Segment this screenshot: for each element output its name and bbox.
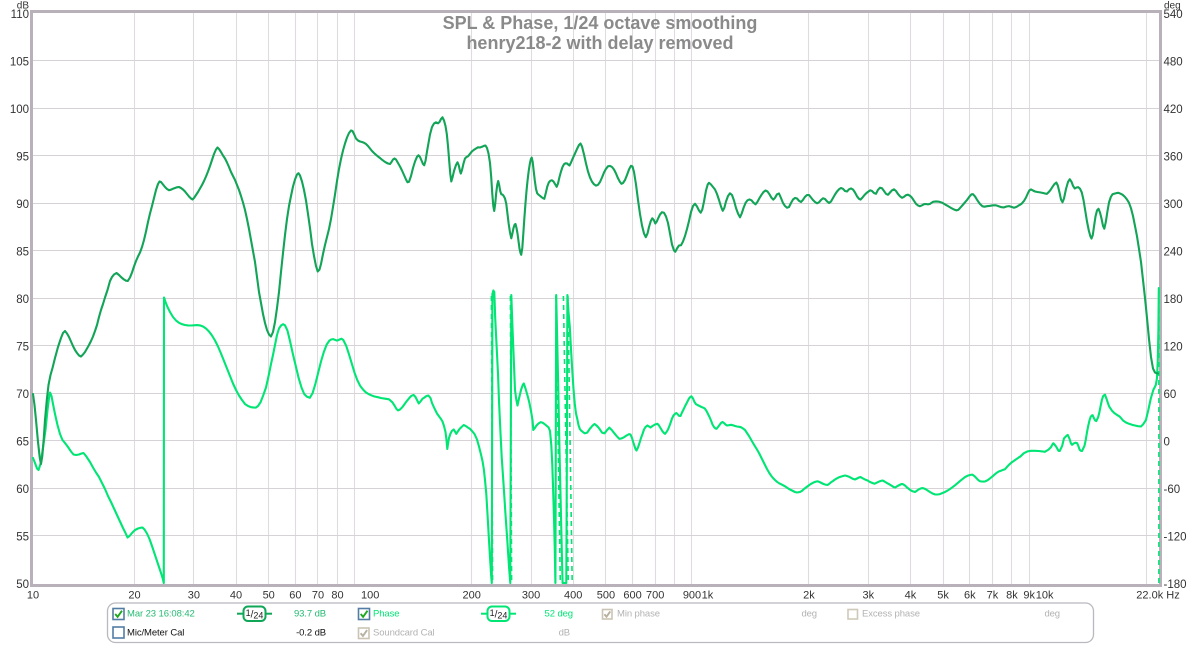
svg-text:55: 55: [16, 532, 29, 544]
svg-text:600: 600: [623, 590, 641, 602]
svg-text:65: 65: [16, 437, 29, 449]
svg-text:540: 540: [1164, 9, 1183, 21]
svg-text:400: 400: [564, 590, 582, 602]
svg-text:80: 80: [16, 294, 29, 306]
svg-text:10k: 10k: [1036, 590, 1054, 602]
svg-text:90: 90: [16, 199, 29, 211]
svg-text:10: 10: [27, 590, 39, 602]
svg-text:6k: 6k: [964, 590, 976, 602]
svg-text:Phase: Phase: [373, 609, 399, 620]
svg-text:105: 105: [10, 57, 29, 69]
svg-text:dB: dB: [559, 627, 570, 638]
svg-text:-60: -60: [1164, 484, 1181, 496]
svg-text:0: 0: [1164, 437, 1170, 449]
svg-text:52 deg: 52 deg: [545, 609, 573, 620]
svg-text:480: 480: [1164, 57, 1183, 69]
svg-text:deg: deg: [801, 609, 817, 620]
svg-text:-120: -120: [1164, 532, 1187, 544]
svg-text:100: 100: [10, 104, 29, 116]
svg-text:85: 85: [16, 247, 29, 259]
svg-text:-180: -180: [1164, 579, 1187, 591]
svg-text:9k: 9k: [1023, 590, 1035, 602]
svg-text:3k: 3k: [862, 590, 874, 602]
svg-text:dB: dB: [17, 1, 30, 12]
svg-text:20: 20: [128, 590, 140, 602]
svg-text:Mic/Meter Cal: Mic/Meter Cal: [127, 627, 184, 638]
svg-text:1k: 1k: [702, 590, 714, 602]
svg-text:200: 200: [463, 590, 481, 602]
svg-text:8k: 8k: [1006, 590, 1018, 602]
svg-text:22.0k Hz: 22.0k Hz: [1136, 590, 1179, 602]
svg-text:93.7 dB: 93.7 dB: [294, 609, 326, 620]
svg-text:700: 700: [646, 590, 664, 602]
svg-text:95: 95: [16, 152, 29, 164]
svg-text:75: 75: [16, 342, 29, 354]
svg-text:deg: deg: [1164, 1, 1181, 12]
svg-text:60: 60: [1164, 389, 1177, 401]
svg-text:-0.2 dB: -0.2 dB: [296, 627, 326, 638]
svg-text:Excess phase: Excess phase: [862, 609, 920, 620]
svg-text:900: 900: [683, 590, 701, 602]
svg-text:7k: 7k: [987, 590, 999, 602]
svg-text:30: 30: [188, 590, 200, 602]
svg-text:Soundcard Cal: Soundcard Cal: [373, 627, 435, 638]
svg-text:70: 70: [312, 590, 324, 602]
svg-text:60: 60: [289, 590, 301, 602]
svg-text:110: 110: [11, 9, 29, 21]
svg-text:4k: 4k: [905, 590, 917, 602]
svg-text:1/24: 1/24: [490, 608, 508, 621]
svg-text:40: 40: [230, 590, 242, 602]
svg-text:70: 70: [16, 389, 29, 401]
svg-text:50: 50: [263, 590, 275, 602]
svg-text:120: 120: [1164, 342, 1183, 354]
svg-text:60: 60: [16, 484, 29, 496]
svg-text:deg: deg: [1044, 609, 1060, 620]
svg-text:180: 180: [1164, 294, 1183, 306]
svg-text:5k: 5k: [937, 590, 949, 602]
svg-text:300: 300: [522, 590, 540, 602]
svg-text:1/24: 1/24: [246, 608, 264, 621]
svg-text:Min phase: Min phase: [617, 609, 660, 620]
svg-text:420: 420: [1164, 104, 1183, 116]
svg-text:Mar 23 16:08:42: Mar 23 16:08:42: [127, 609, 195, 620]
svg-text:500: 500: [597, 590, 615, 602]
svg-text:SPL & Phase, 1/24 octave smoot: SPL & Phase, 1/24 octave smoothing: [443, 13, 758, 33]
svg-text:100: 100: [361, 590, 379, 602]
svg-text:300: 300: [1164, 199, 1183, 211]
svg-text:80: 80: [331, 590, 343, 602]
svg-text:240: 240: [1164, 247, 1183, 259]
svg-text:henry218-2 with delay removed: henry218-2 with delay removed: [466, 33, 733, 53]
svg-text:2k: 2k: [803, 590, 815, 602]
svg-text:360: 360: [1164, 152, 1183, 164]
svg-text:50: 50: [16, 579, 29, 591]
